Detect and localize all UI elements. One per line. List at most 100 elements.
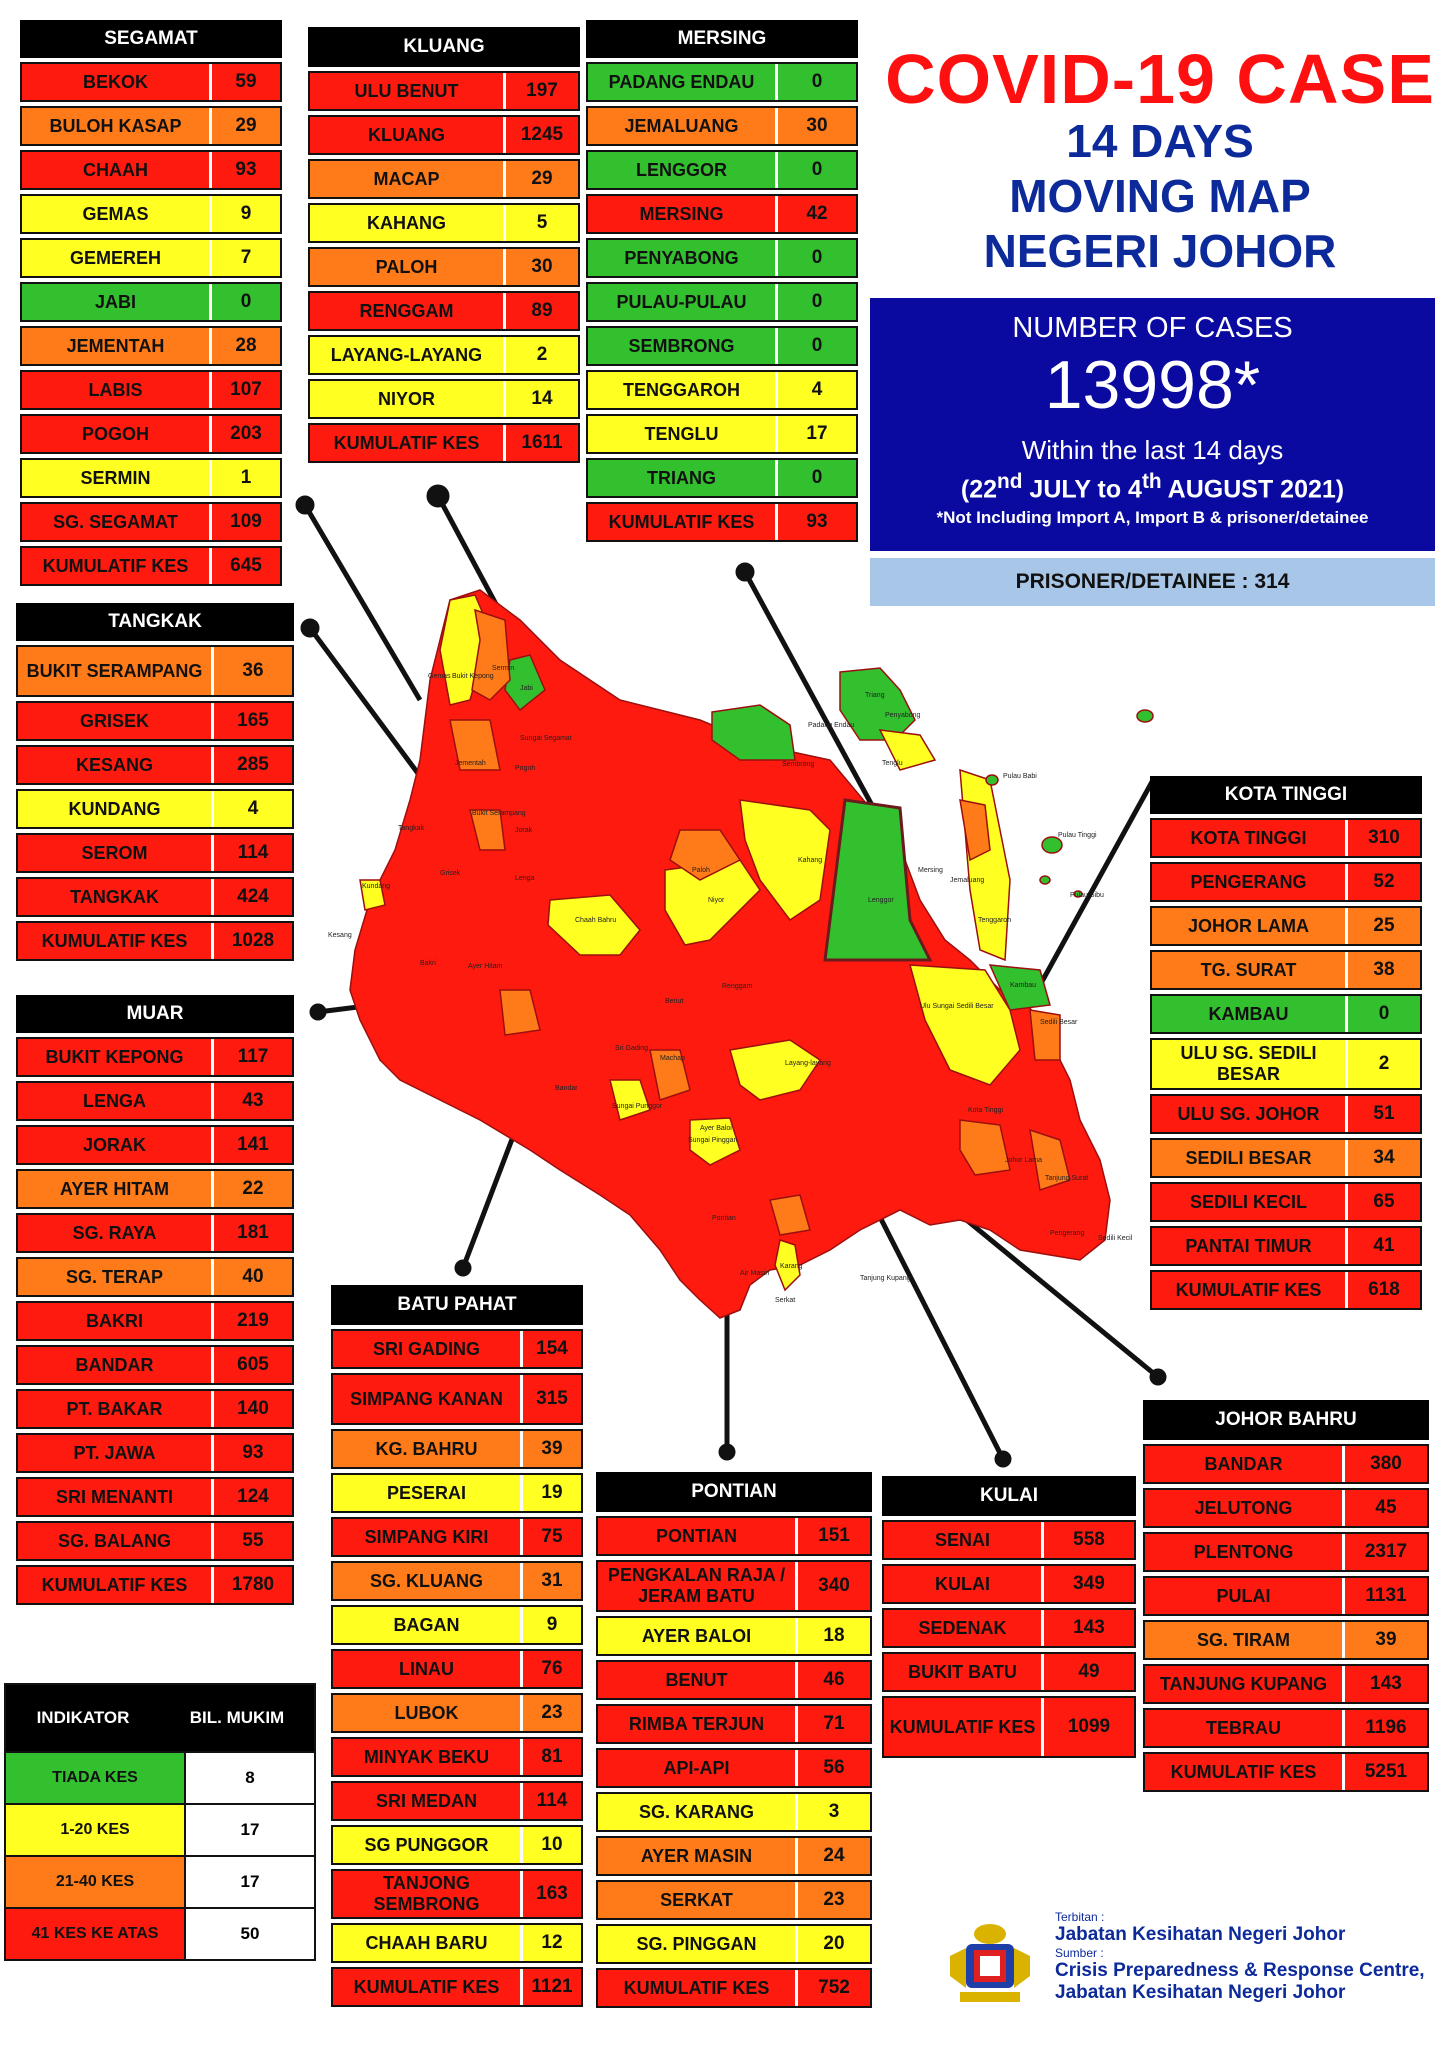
legend-row: 1-20 KES 17 — [6, 1803, 314, 1855]
title-block: COVID-19 CASE 14 DAYS MOVING MAP NEGERI … — [880, 44, 1440, 280]
mukim-case-count: 43 — [214, 1083, 292, 1119]
map-label-sri-gading: Sri Gading — [615, 1045, 648, 1052]
mukim-row: RENGGAM 89 — [308, 291, 580, 331]
mukim-name: PULAI — [1145, 1578, 1345, 1614]
mukim-name: KUMULATIF KES — [18, 923, 214, 959]
connector-segamat — [302, 503, 423, 702]
mukim-name: SEDILI BESAR — [1152, 1140, 1348, 1176]
mukim-row: GRISEK 165 — [16, 701, 294, 741]
map-label-sedili-kecil: Sedili Kecil — [1098, 1235, 1133, 1242]
district-header: KLUANG — [308, 27, 580, 67]
mukim-name: LENGGOR — [588, 152, 778, 188]
legend-header: INDIKATOR BIL. MUKIM — [6, 1685, 314, 1751]
map-label-mersing: Mersing — [918, 867, 943, 874]
mukim-case-count: 5 — [506, 205, 578, 241]
mukim-name: KG. BAHRU — [333, 1431, 523, 1467]
mukim-row: SRI GADING 154 — [331, 1329, 583, 1369]
mukim-name: BENUT — [598, 1662, 798, 1698]
mukim-case-count: 0 — [1348, 996, 1420, 1032]
mukim-name: KAMBAU — [1152, 996, 1348, 1032]
district-table-kota-tinggi: KOTA TINGGI KOTA TINGGI 310 PENGERANG 52 JOHO… — [1150, 776, 1422, 1310]
mukim-name: SIMPANG KANAN — [333, 1375, 523, 1423]
map-label-kota-tinggi: Kota Tinggi — [968, 1107, 1003, 1114]
legend-count: 8 — [184, 1753, 314, 1803]
mukim-row: BANDAR 380 — [1143, 1444, 1429, 1484]
mukim-case-count: 0 — [212, 284, 280, 320]
mukim-case-count: 2 — [1348, 1040, 1420, 1088]
mukim-name: GEMEREH — [22, 240, 212, 276]
mukim-case-count: 1 — [212, 460, 280, 496]
mukim-case-count: 605 — [214, 1347, 292, 1383]
district-table-mersing: MERSING PADANG ENDAU 0 JEMALUANG 30 LENGGOR 0 M… — [586, 20, 858, 542]
map-label-lenga: Lenga — [515, 875, 535, 882]
region-kundang — [359, 879, 386, 911]
mukim-name: MERSING — [588, 196, 778, 232]
mukim-case-count: 0 — [778, 240, 856, 276]
mukim-case-count: 52 — [1348, 864, 1420, 900]
mukim-row: BUKIT KEPONG 117 — [16, 1037, 294, 1077]
mukim-row: PONTIAN 151 — [596, 1516, 872, 1556]
mukim-name: KUMULATIF KES — [1152, 1272, 1348, 1308]
mukim-name: LUBOK — [333, 1695, 523, 1731]
legend: INDIKATOR BIL. MUKIM TIADA KES 8 1-20 KES 1… — [4, 1683, 316, 1961]
mukim-name: NIYOR — [310, 381, 506, 417]
cumulative-row: KUMULATIF KES 93 — [586, 502, 858, 542]
legend-label: 21-40 KES — [6, 1857, 184, 1907]
map-label-pontian: Pontian — [712, 1215, 736, 1222]
mukim-row: PULAI 1131 — [1143, 1576, 1429, 1616]
map-label-pulau-tinggi: Pulau Tinggi — [1058, 832, 1097, 839]
legend-label: 1-20 KES — [6, 1805, 184, 1855]
mukim-row: KLUANG 1245 — [308, 115, 580, 155]
mukim-name: PENGERANG — [1152, 864, 1348, 900]
map-label-penyabong: Penyabong — [885, 712, 921, 719]
mukim-row: AYER MASIN 24 — [596, 1836, 872, 1876]
mukim-name: PADANG ENDAU — [588, 64, 778, 100]
legend-count: 17 — [184, 1805, 314, 1855]
mukim-row: ULU SG. JOHOR 51 — [1150, 1094, 1422, 1134]
mukim-case-count: 17 — [778, 416, 856, 452]
mukim-case-count: 2 — [506, 337, 578, 373]
mukim-row: LENGGOR 0 — [586, 150, 858, 190]
mukim-case-count: 1099 — [1044, 1698, 1134, 1756]
mukim-name: PALOH — [310, 249, 506, 285]
map-label-sungai-punggor: Sungai Punggor — [612, 1103, 663, 1110]
district-header: JOHOR BAHRU — [1143, 1400, 1429, 1440]
mukim-case-count: 9 — [212, 196, 280, 232]
mukim-case-count: 1611 — [506, 425, 578, 461]
mukim-name: JELUTONG — [1145, 1490, 1345, 1526]
mukim-case-count: 1245 — [506, 117, 578, 153]
map-label-layang: Layang-layang — [785, 1060, 831, 1067]
mukim-name: PULAU-PULAU — [588, 284, 778, 320]
mukim-row: SG. TERAP 40 — [16, 1257, 294, 1297]
cumulative-row: KUMULATIF KES 1780 — [16, 1565, 294, 1605]
mukim-row: JEMALUANG 30 — [586, 106, 858, 146]
cumulative-row: KUMULATIF KES 5251 — [1143, 1752, 1429, 1792]
mukim-row: TENGGAROH 4 — [586, 370, 858, 410]
mukim-name: SERKAT — [598, 1882, 798, 1918]
district-table-muar: MUAR BUKIT KEPONG 117 LENGA 43 JORAK 141 AYER H… — [16, 995, 294, 1605]
mukim-row: JABI 0 — [20, 282, 282, 322]
mukim-case-count: 558 — [1044, 1522, 1134, 1558]
mukim-case-count: 46 — [798, 1662, 870, 1698]
mukim-row: MINYAK BEKU 81 — [331, 1737, 583, 1777]
mukim-case-count: 1121 — [523, 1969, 581, 2005]
mukim-case-count: 1028 — [214, 923, 292, 959]
mukim-row: PENGKALAN RAJA / JERAM BATU 340 — [596, 1560, 872, 1612]
mukim-case-count: 76 — [523, 1651, 581, 1687]
mukim-case-count: 19 — [523, 1475, 581, 1511]
mukim-case-count: 107 — [212, 372, 280, 408]
mukim-row: POGOH 203 — [20, 414, 282, 454]
mukim-name: SRI GADING — [333, 1331, 523, 1367]
map-label-bakri: Bakri — [420, 960, 436, 967]
region-tg-surat — [1029, 1128, 1071, 1191]
mukim-row: KOTA TINGGI 310 — [1150, 818, 1422, 858]
map-label-ayer-baloi: Ayer Baloi — [700, 1125, 732, 1132]
mukim-case-count: 4 — [214, 791, 292, 827]
mukim-row: AYER BALOI 18 — [596, 1616, 872, 1656]
district-table-kulai: KULAI SENAI 558 KULAI 349 SEDENAK 143 BUKIT BAT… — [882, 1476, 1136, 1758]
mukim-row: ULU BENUT 197 — [308, 71, 580, 111]
mukim-row: TRIANG 0 — [586, 458, 858, 498]
district-header: BATU PAHAT — [331, 1285, 583, 1325]
mukim-case-count: 93 — [212, 152, 280, 188]
region-ayer-hitam — [499, 989, 541, 1036]
